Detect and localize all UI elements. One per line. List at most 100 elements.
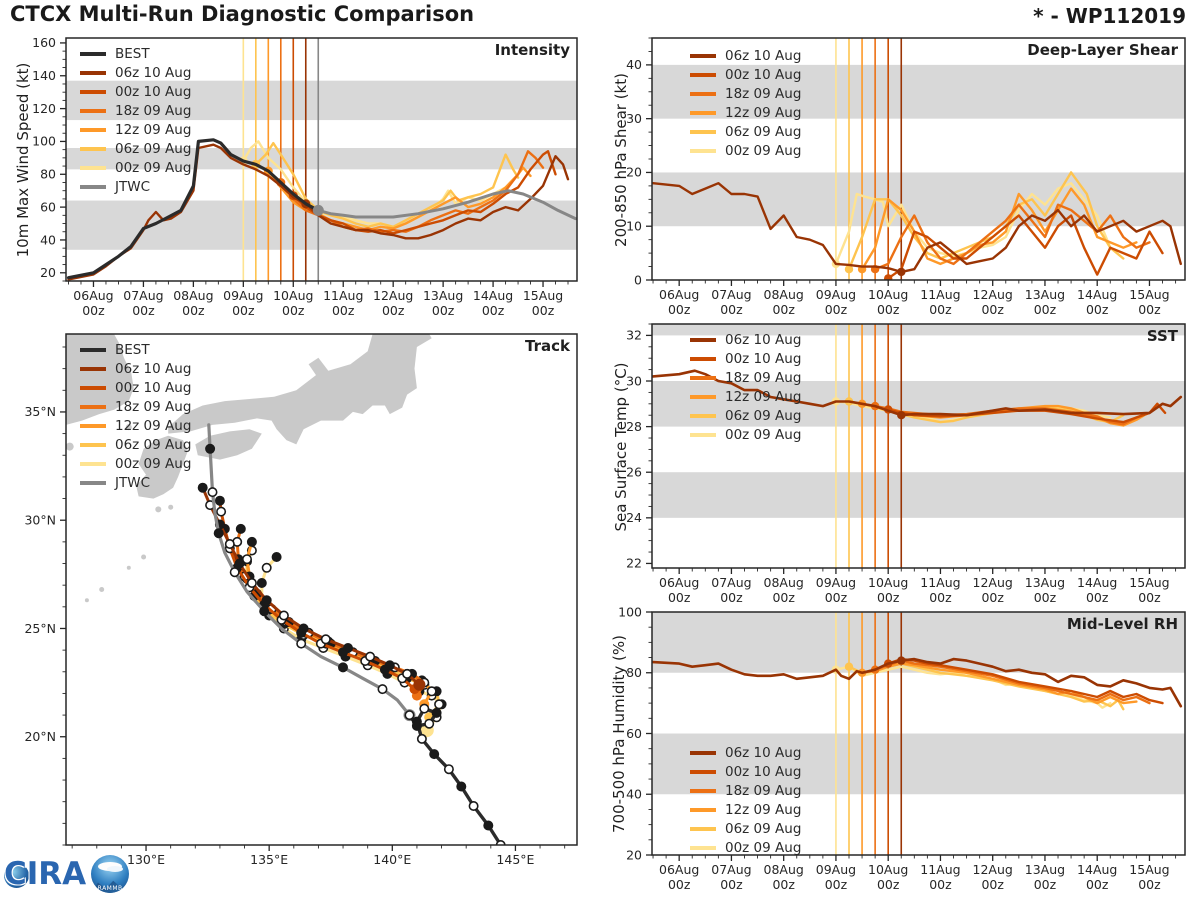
- x-tick-label: 15Aug: [1129, 287, 1169, 302]
- legend-label: 00z 09 Aug: [115, 159, 192, 176]
- legend-label: 18z 09 Aug: [725, 85, 802, 102]
- track-fix-00z: [259, 606, 270, 617]
- legend-item-best: BEST: [80, 340, 191, 359]
- x-tick-label: 00z: [929, 590, 952, 605]
- legend-swatch: [80, 108, 106, 113]
- x-tick-label: 09Aug: [223, 288, 263, 303]
- land-polygon: [168, 334, 432, 445]
- track-fix-00z: [235, 523, 246, 534]
- plot-frame: [65, 37, 578, 282]
- y-tick-label: 80: [40, 167, 56, 182]
- legend-swatch: [80, 423, 106, 428]
- x-tick-label: 11Aug: [920, 575, 960, 590]
- legend-label: 00z 10 Aug: [725, 350, 802, 367]
- legend-item-06z-10-aug: 06z 10 Aug: [690, 330, 801, 349]
- x-tick-label: 07Aug: [711, 287, 751, 302]
- series-06z-09-aug: [245, 549, 441, 719]
- x-tick-label: 135°E: [250, 852, 288, 867]
- y-tick-label: 40: [40, 232, 56, 247]
- shear-axes: 06Aug00z07Aug00z08Aug00z09Aug00z10Aug00z…: [626, 37, 1177, 317]
- legend-label: 18z 09 Aug: [115, 102, 192, 119]
- track-legend: BEST 06z 10 Aug 00z 10 Aug 18z 09 Aug 12z 09…: [80, 340, 191, 492]
- x-tick-label: 14Aug: [1077, 862, 1117, 877]
- y-tick-label: 100: [32, 134, 56, 149]
- legend-label: 00z 10 Aug: [115, 379, 192, 396]
- legend-swatch: [690, 72, 716, 77]
- cira-rammb-logo: CIRA RAMMB: [4, 855, 130, 893]
- legend-item-06z-09-aug: 06z 09 Aug: [690, 122, 801, 141]
- category-band: [652, 733, 1185, 795]
- category-band: [652, 472, 1185, 518]
- x-tick-label: 00z: [772, 302, 795, 317]
- track-fix-12z: [296, 638, 307, 649]
- x-tick-label: 13Aug: [1025, 575, 1065, 590]
- track-fix-00z: [261, 595, 272, 606]
- series-06z-10-aug: [67, 143, 570, 281]
- legend-label: 06z 10 Aug: [725, 744, 802, 761]
- x-tick-label: 09Aug: [816, 862, 856, 877]
- island: [168, 504, 174, 510]
- shear-legend: 06z 10 Aug 00z 10 Aug 18z 09 Aug 12z 09 Aug…: [690, 46, 801, 160]
- legend-label: 12z 09 Aug: [115, 121, 192, 138]
- track-fix-00z: [197, 482, 208, 493]
- track-fix-12z: [377, 684, 388, 695]
- sst-axes: 06Aug00z07Aug00z08Aug00z09Aug00z10Aug00z…: [626, 323, 1177, 605]
- series-jtwc: [316, 189, 577, 221]
- y-tick-label: 24: [626, 510, 642, 525]
- track-fix-12z: [320, 634, 331, 645]
- legend-swatch: [690, 788, 716, 793]
- track-fix-00z: [384, 660, 395, 671]
- x-tick-label: 00z: [877, 590, 900, 605]
- cira-globe-icon: [4, 863, 29, 888]
- legend-label: 12z 09 Aug: [725, 104, 802, 121]
- track-axes: 130°E 135°E 140°E 145°E 20°N 25°N 30°N 35°N: [24, 346, 566, 867]
- y-tick-label: 120: [32, 101, 56, 116]
- legend-swatch: [80, 89, 106, 94]
- x-tick-label: 15Aug: [523, 288, 563, 303]
- track-fix-12z: [224, 539, 235, 550]
- legend-item-best: BEST: [80, 44, 191, 63]
- legend-item-12z-09-aug: 12z 09 Aug: [690, 103, 801, 122]
- track-fix-00z: [234, 558, 245, 569]
- x-tick-label: 00z: [1086, 877, 1109, 892]
- legend-label: JTWC: [115, 474, 151, 491]
- track-panel: Track BEST 06z 10 Aug 00z 10 Aug 18z 09 Aug…: [24, 333, 578, 867]
- category-band: [66, 80, 577, 121]
- rh-legend: 06z 10 Aug 00z 10 Aug 18z 09 Aug 12z 09 Aug…: [690, 743, 801, 857]
- x-tick-label: 08Aug: [173, 288, 213, 303]
- x-tick-label: 12Aug: [973, 862, 1013, 877]
- series-06z-10-aug: [201, 486, 421, 687]
- legend-label: 06z 09 Aug: [725, 123, 802, 140]
- x-tick-label: 12Aug: [973, 575, 1013, 590]
- track-fix-12z: [207, 487, 218, 498]
- legend-item-06z-09-aug: 06z 09 Aug: [80, 139, 191, 158]
- legend-item-06z-10-aug: 06z 10 Aug: [690, 46, 801, 65]
- x-tick-label: 00z: [1138, 302, 1161, 317]
- category-band: [652, 64, 1185, 119]
- track-fix-12z: [246, 578, 257, 589]
- y-tick-label: 60: [40, 199, 56, 214]
- island: [126, 565, 131, 570]
- legend-swatch: [690, 394, 716, 399]
- legend-label: JTWC: [115, 178, 151, 195]
- x-tick-label: 06Aug: [659, 862, 699, 877]
- legend-swatch: [80, 442, 106, 447]
- track-fix-12z: [424, 718, 435, 729]
- intensity-legend: BEST 06z 10 Aug 00z 10 Aug 18z 09 Aug 12z 09…: [80, 44, 191, 196]
- legend-label: 06z 09 Aug: [725, 820, 802, 837]
- x-tick-label: 07Aug: [711, 575, 751, 590]
- series-18z-09-aug: [873, 404, 1151, 426]
- y-tick-label: 10: [626, 219, 642, 234]
- legend-swatch: [690, 91, 716, 96]
- sst-y-axis-label: Sea Surface Temp (°C): [612, 362, 630, 532]
- legend-swatch: [690, 750, 716, 755]
- land-polygon: [66, 334, 134, 425]
- legend-label: 00z 09 Aug: [725, 142, 802, 159]
- legend-label: 06z 10 Aug: [725, 47, 802, 64]
- legend-swatch: [690, 148, 716, 153]
- init-point-dot: [312, 204, 324, 216]
- rh-y-axis-label: 700-500 hPa Humidity (%): [610, 634, 628, 834]
- y-tick-label: 20: [40, 265, 56, 280]
- category-band: [66, 148, 577, 170]
- legend-swatch: [690, 413, 716, 418]
